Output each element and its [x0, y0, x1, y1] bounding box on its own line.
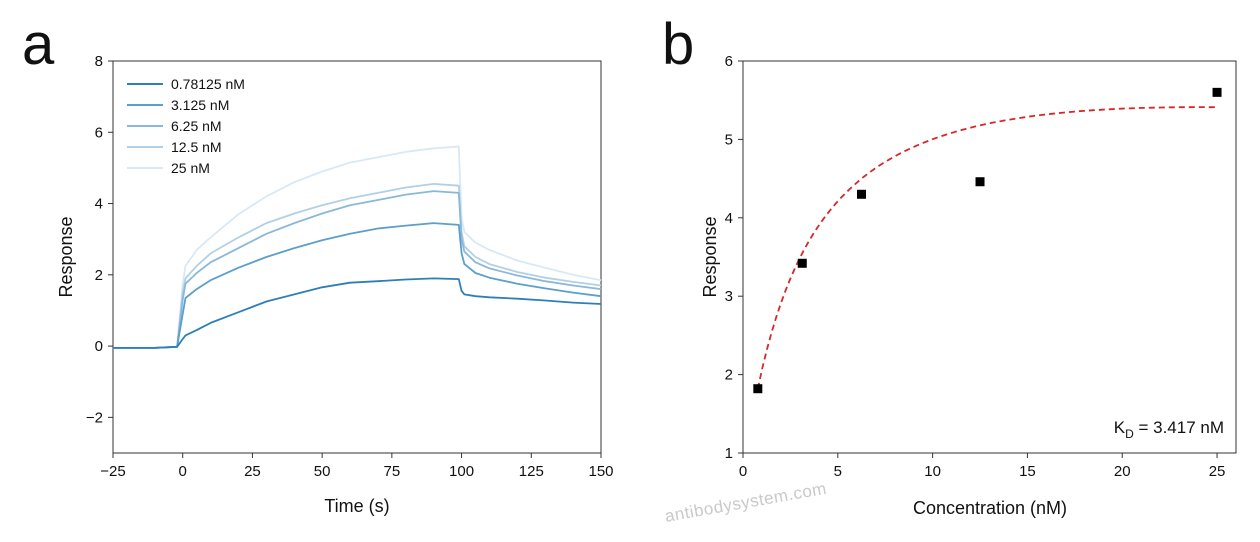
axis-ticks-a: −25 0 25 50 75 100 125 150 −2 0 2 4 6 8	[86, 53, 614, 480]
x-tick-label-b: 10	[924, 463, 941, 480]
y-tick-label-b: 2	[725, 367, 733, 384]
series-line	[113, 190, 602, 349]
x-tick-label-a: −25	[100, 463, 125, 480]
y-tick-label-b: 5	[725, 131, 733, 148]
y-tick-label-a: 6	[95, 124, 103, 141]
plot-frame-b	[742, 60, 1237, 454]
plot-frame-a	[112, 60, 602, 454]
y-tick-label-a: 0	[95, 338, 103, 355]
series-line	[113, 145, 602, 349]
x-axis-title-a: Time (s)	[324, 496, 389, 516]
data-point	[753, 384, 763, 394]
fit-curve	[756, 106, 1217, 389]
legend-label: 6.25 nM	[171, 118, 222, 134]
chart-a: −25 0 25 50 75 100 125 150 −2 0 2 4 6 8 0.78125 nM 3.1…	[56, 53, 614, 516]
x-tick-label-a: 0	[179, 463, 187, 480]
series-line	[113, 182, 602, 349]
x-tick-label-b: 5	[834, 463, 842, 480]
legend-label: 12.5 nM	[171, 139, 222, 155]
series-line	[113, 222, 602, 349]
watermark-text: antibodysystem.com	[663, 479, 828, 526]
kd-subscript: D	[1125, 427, 1134, 441]
legend-a: 0.78125 nM 3.125 nM 6.25 nM 12.5 nM 25 nM	[127, 76, 245, 176]
x-tick-label-a: 150	[588, 463, 613, 480]
panel-label-b: b	[662, 12, 694, 77]
legend-label: 25 nM	[171, 160, 210, 176]
y-tick-label-a: 2	[95, 267, 103, 284]
data-point	[797, 258, 807, 268]
data-point	[857, 189, 867, 199]
kd-value: = 3.417 nM	[1134, 418, 1224, 437]
y-axis-title-b: Response	[700, 216, 720, 297]
axis-ticks-b: 0 5 10 15 20 25 1 2 3 4 5 6	[725, 53, 1226, 480]
x-tick-label-a: 125	[519, 463, 544, 480]
series-line	[113, 277, 602, 349]
fit-curve-b	[756, 106, 1217, 389]
y-tick-label-b: 3	[725, 288, 733, 305]
y-tick-label-b: 4	[725, 210, 733, 227]
y-tick-label-a: 8	[95, 53, 103, 70]
y-tick-label-b: 6	[725, 53, 733, 70]
kd-annotation: KD = 3.417 nM	[1114, 418, 1224, 441]
x-tick-label-a: 25	[244, 463, 261, 480]
data-point	[975, 177, 985, 187]
kd-prefix: K	[1114, 418, 1126, 437]
legend-label: 0.78125 nM	[171, 76, 245, 92]
y-axis-title-a: Response	[56, 216, 76, 297]
data-point	[1212, 87, 1222, 97]
y-tick-label-a: −2	[86, 409, 103, 426]
legend-label: 3.125 nM	[171, 97, 229, 113]
x-tick-label-a: 100	[449, 463, 474, 480]
y-tick-label-b: 1	[725, 445, 733, 462]
x-axis-title-b: Concentration (nM)	[913, 498, 1067, 518]
panel-label-a: a	[22, 12, 55, 77]
x-tick-label-a: 75	[384, 463, 401, 480]
chart-b: 0 5 10 15 20 25 1 2 3 4 5 6 KD = 3.417 nM Concentra…	[700, 53, 1237, 518]
x-tick-label-a: 50	[314, 463, 331, 480]
data-points-b	[753, 87, 1222, 394]
x-tick-label-b: 0	[739, 463, 747, 480]
series-lines-a	[113, 145, 602, 349]
x-tick-label-b: 20	[1114, 463, 1131, 480]
x-tick-label-b: 15	[1019, 463, 1036, 480]
y-tick-label-a: 4	[95, 196, 103, 213]
x-tick-label-b: 25	[1209, 463, 1226, 480]
